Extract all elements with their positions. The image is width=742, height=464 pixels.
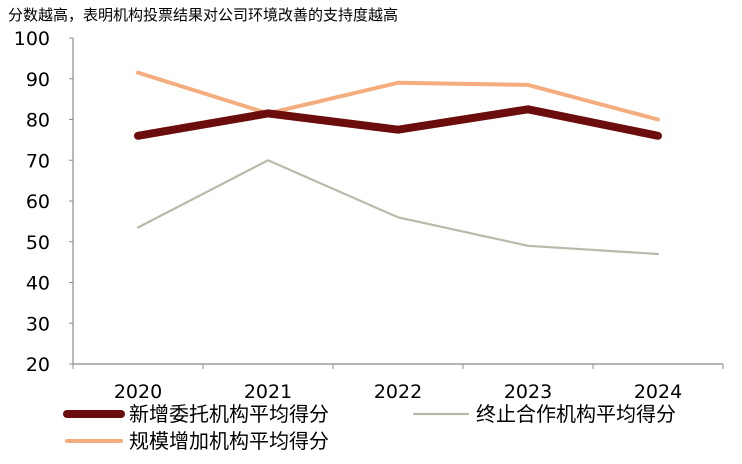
x-axis-ticks: 2020 2021 2022 2023 2024 — [72, 364, 724, 403]
x-tick-label: 2021 — [244, 381, 292, 403]
series-line-3 — [136, 70, 660, 122]
y-tick-label: 40 — [26, 273, 50, 295]
y-axis-ticks: 20 30 40 50 60 70 80 90 100 — [14, 28, 73, 376]
chart-note: 分数越高，表明机构投票结果对公司环境改善的支持度越高 — [8, 6, 399, 24]
legend-label-3: 规模增加机构平均得分 — [129, 429, 329, 453]
x-tick-label: 2022 — [374, 381, 422, 403]
x-tick-label: 2024 — [634, 381, 682, 403]
y-tick-label: 80 — [26, 110, 50, 132]
y-tick-label: 20 — [26, 354, 50, 376]
x-tick-label: 2023 — [504, 381, 552, 403]
y-tick-label: 90 — [26, 69, 50, 91]
y-tick-label: 100 — [14, 28, 50, 50]
y-tick-label: 60 — [26, 191, 50, 213]
legend-label-2: 终止合作机构平均得分 — [476, 402, 676, 426]
series-line-2 — [136, 159, 660, 256]
y-tick-label: 30 — [26, 313, 50, 335]
axes — [72, 38, 723, 365]
x-tick-label: 2020 — [114, 381, 162, 403]
series-lines — [134, 70, 662, 256]
y-tick-label: 50 — [26, 232, 50, 254]
legend-label-1: 新增委托机构平均得分 — [129, 402, 329, 426]
series-line-1 — [134, 105, 662, 140]
y-tick-label: 70 — [26, 150, 50, 172]
